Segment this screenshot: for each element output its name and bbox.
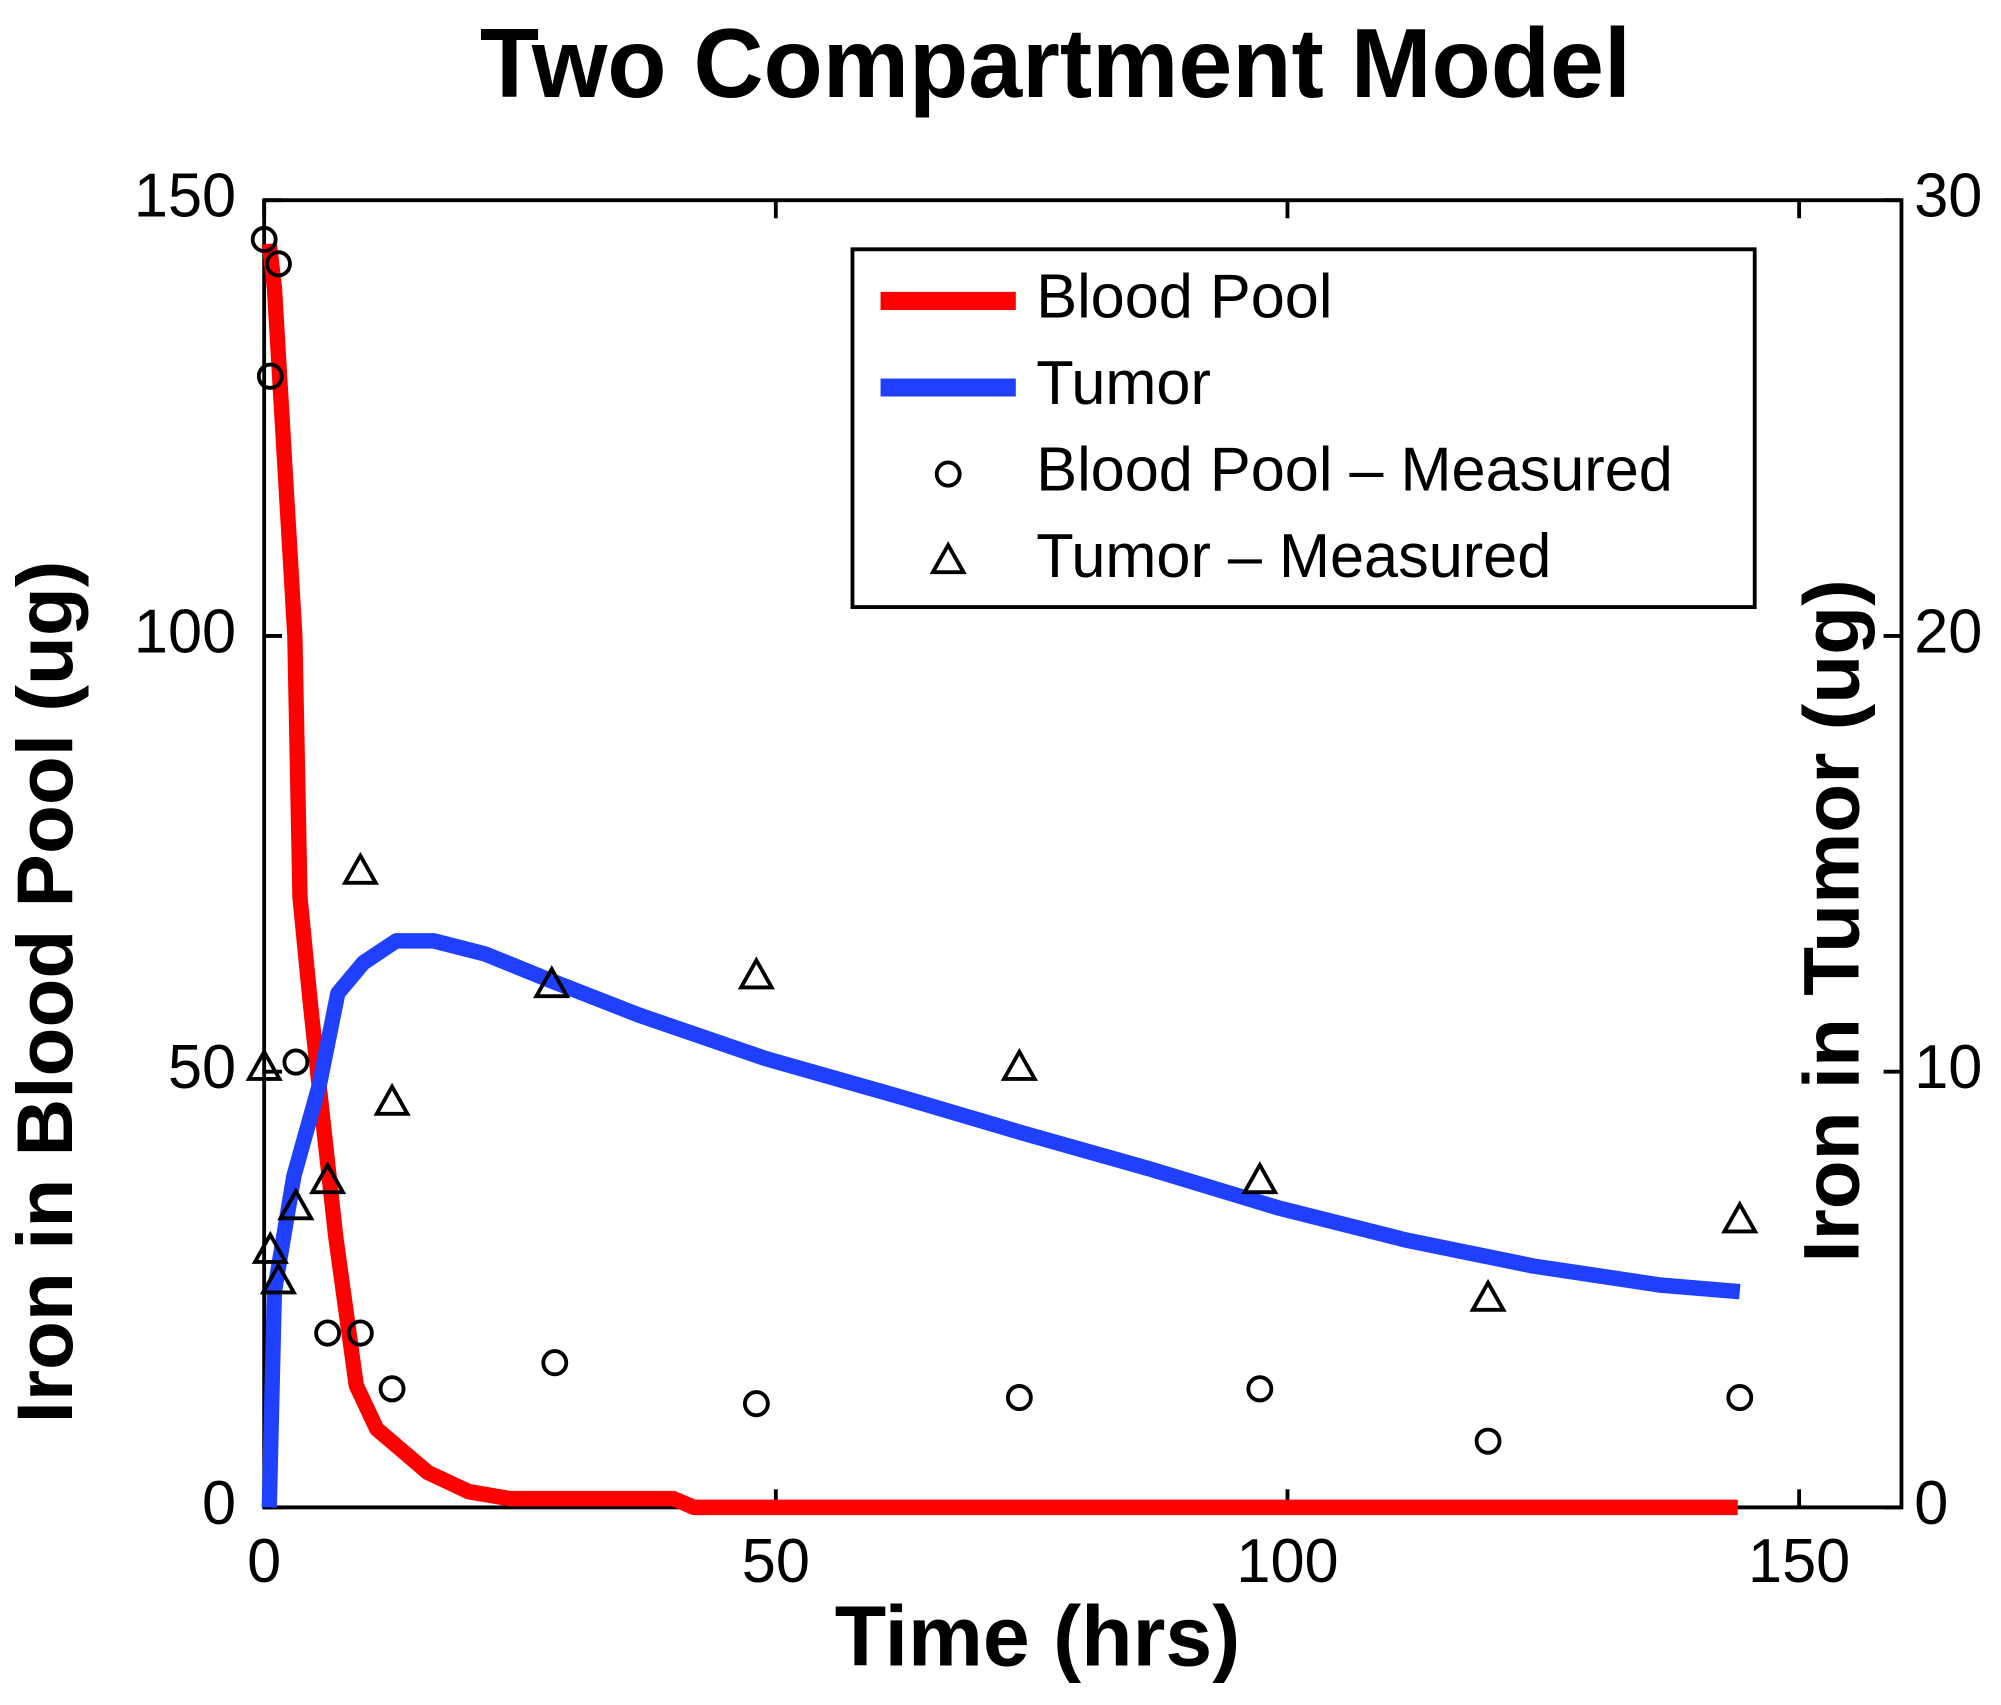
marker-triangle [1721,1200,1759,1234]
x-tick-label: 100 [1236,1527,1338,1596]
marker-circle [346,1319,374,1347]
marker-triangle [308,1161,347,1195]
marker-triangle [1241,1161,1279,1195]
marker-triangle [1469,1278,1507,1312]
legend-label: Tumor – Measured [1036,522,1551,591]
legend-label: Blood Pool – Measured [1036,435,1673,504]
marker-circle [934,460,962,488]
series-line [261,933,1741,1508]
series-line [261,242,1738,1516]
marker-circle [1474,1427,1502,1455]
y-tick-label: 0 [202,1468,236,1537]
y-tick-label: 100 [134,597,236,666]
marker-triangle [929,541,967,575]
y2-tick-label: 10 [1914,1033,1982,1102]
marker-triangle [341,851,379,885]
marker-circle [314,1319,342,1347]
marker-circle [1005,1384,1033,1412]
x-tick-label: 150 [1748,1527,1850,1596]
marker-circle [1726,1384,1754,1412]
chart-title: Two Compartment Model [480,8,1631,118]
y-tick-label: 50 [168,1033,236,1102]
marker-circle [541,1349,569,1377]
x-axis-label: Time (hrs) [835,1588,1241,1684]
y2-tick-label: 20 [1914,597,1982,666]
y2-axis-label: Iron in Tumor (ug) [1787,579,1875,1262]
y2-tick-label: 30 [1914,161,1982,230]
marker-triangle [1000,1047,1038,1081]
marker-circle [282,1048,310,1076]
marker-circle [742,1390,770,1418]
marker-circle [1246,1375,1274,1403]
marker-circle [250,225,278,253]
x-tick-label: 50 [742,1527,810,1596]
y-axis-label: Iron in Blood Pool (ug) [0,561,88,1424]
marker-circle [378,1375,406,1403]
marker-triangle [259,1261,298,1295]
marker-circle [265,250,292,278]
marker-triangle [373,1082,411,1116]
marker-circle [256,362,284,390]
marker-triangle [533,965,571,999]
y2-tick-label: 0 [1914,1468,1948,1537]
legend-label: Blood Pool [1036,262,1332,331]
legend-label: Tumor [1036,349,1211,418]
x-tick-label: 0 [247,1527,281,1596]
marker-triangle [737,956,775,990]
marker-triangle [251,1230,289,1264]
marker-triangle [245,1047,283,1081]
y-tick-label: 150 [134,161,236,230]
marker-triangle [277,1187,315,1221]
